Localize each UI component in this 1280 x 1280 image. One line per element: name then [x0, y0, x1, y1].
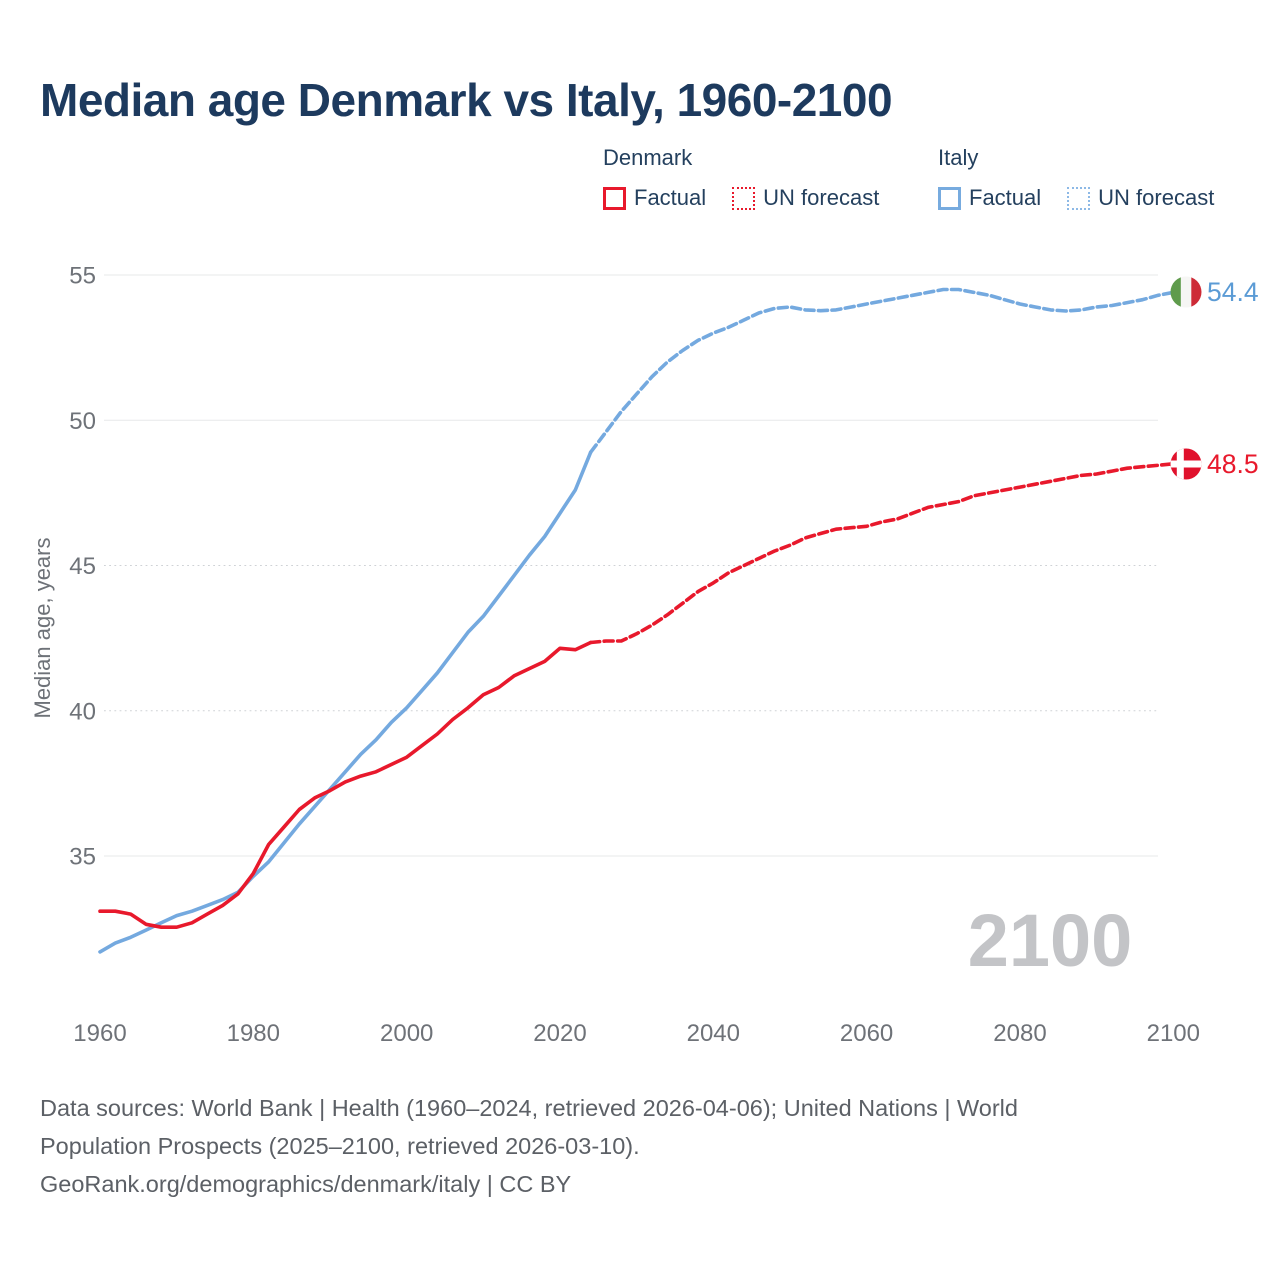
- legend-group-title: Denmark: [603, 145, 693, 170]
- legend-item-denmark-factual[interactable]: Factual: [603, 185, 706, 211]
- gridlines: [104, 274, 1158, 857]
- legend-swatch-solid: [938, 186, 961, 210]
- y-tick-label: 55: [69, 263, 96, 290]
- watermark-year: 2100: [968, 899, 1133, 982]
- legend-item-italy-forecast[interactable]: UN forecast: [1067, 185, 1214, 211]
- end-value-label-denmark: 48.5: [1207, 449, 1259, 479]
- footer: Data sources: World Bank | Health (1960–…: [40, 1089, 1200, 1203]
- data-sources-line-1: Data sources: World Bank | Health (1960–…: [40, 1095, 1018, 1121]
- end-value-label-italy: 54.4: [1207, 277, 1259, 307]
- x-tick-label: 2040: [687, 1020, 740, 1047]
- x-tick-label: 2020: [533, 1020, 586, 1047]
- legend-item-italy-factual[interactable]: Factual: [938, 185, 1041, 211]
- denmark-forecast-line: [588, 462, 1176, 645]
- x-tick-label: 1960: [73, 1020, 126, 1047]
- y-tick-label: 50: [69, 408, 96, 435]
- legend-item-denmark-forecast[interactable]: UN forecast: [732, 185, 879, 211]
- y-axis-title: Median age, years: [30, 538, 55, 719]
- italy-flag-icon: [1170, 276, 1202, 308]
- denmark-factual-line: [98, 640, 593, 929]
- legend-group-italy: Italy Factual UN forecast: [938, 145, 1214, 211]
- chart-title: Median age Denmark vs Italy, 1960-2100: [40, 74, 893, 126]
- y-tick-label: 35: [69, 844, 96, 871]
- legend-swatch-dotted: [732, 186, 756, 210]
- x-tick-label: 1980: [227, 1020, 280, 1047]
- italy-factual-line: [98, 450, 593, 954]
- italy-forecast-line: [588, 287, 1176, 454]
- y-tick-label: 40: [69, 698, 96, 725]
- x-axis-ticks: 1960 1980 2000 2020 2040 2060 2080 2100: [73, 1020, 1200, 1047]
- y-axis-ticks: 35 40 45 50 55: [69, 263, 96, 871]
- legend-group-denmark: Denmark Factual UN forecast: [603, 145, 879, 211]
- legend-swatch-dotted: [1067, 186, 1091, 210]
- series-lines: [98, 287, 1176, 954]
- x-tick-label: 2000: [380, 1020, 433, 1047]
- legend-swatch-solid: [603, 186, 626, 210]
- x-tick-label: 2080: [993, 1020, 1046, 1047]
- x-tick-label: 2060: [840, 1020, 893, 1047]
- data-sources-line-2: Population Prospects (2025–2100, retriev…: [40, 1133, 640, 1159]
- x-tick-label: 2100: [1147, 1020, 1200, 1047]
- attribution-line: GeoRank.org/demographics/denmark/italy |…: [40, 1171, 572, 1197]
- y-tick-label: 45: [69, 553, 96, 580]
- denmark-flag-icon: [1170, 448, 1202, 480]
- legend-group-title: Italy: [938, 145, 979, 170]
